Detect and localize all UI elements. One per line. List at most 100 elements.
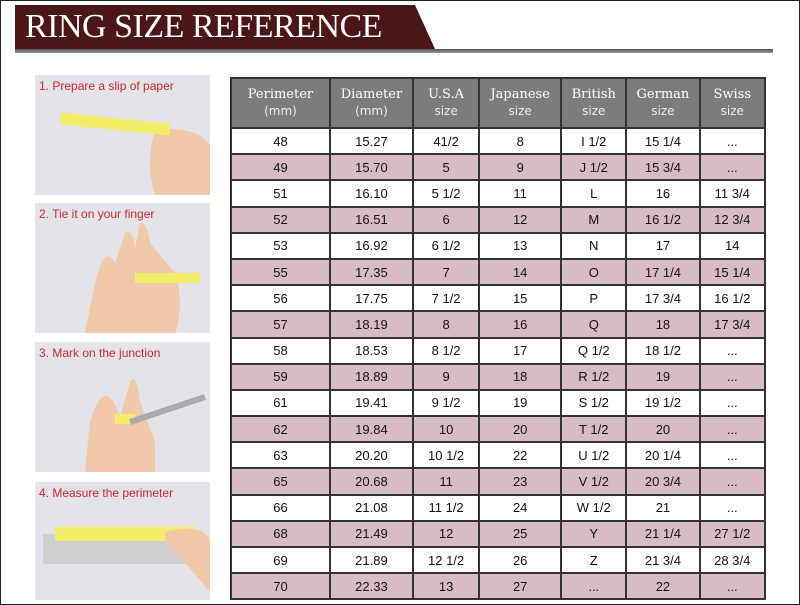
table-cell: R 1/2	[560, 362, 628, 391]
table-cell: ...	[698, 572, 767, 601]
column-header: Swiss size	[698, 77, 767, 129]
column-header: German size	[625, 77, 701, 129]
table-cell: 16.10	[328, 179, 414, 208]
table-cell: U 1/2	[560, 441, 628, 470]
table-row: 51 16.10 5 1/2 11 L 16 11 3/4	[230, 179, 767, 208]
table-cell: 23	[478, 467, 563, 496]
header-unit: size	[582, 104, 606, 118]
table-header: Perimeter (mm) Diameter (mm) U.S.A size Japane…	[230, 77, 767, 129]
table-cell: 18.19	[328, 310, 414, 339]
table-row: 70 22.33 13 27... 22...	[230, 572, 767, 601]
title-banner: RING SIZE REFERENCE	[15, 5, 435, 49]
table-cell: 22.33	[328, 572, 414, 601]
table-cell: 19.84	[328, 415, 414, 444]
table-cell: M	[560, 205, 628, 234]
table-cell: 19 1/2	[625, 388, 701, 418]
table-cell: 11	[478, 179, 563, 208]
header-unit: size	[651, 104, 675, 118]
table-cell: 61	[230, 388, 331, 418]
table-row: 48 15.27 41/2 8 I 1/2 15 1/4...	[230, 126, 767, 156]
header-title: British	[571, 87, 616, 102]
table-cell: 13	[411, 572, 481, 601]
table-cell: 21.49	[328, 519, 414, 549]
header-unit: (mm)	[264, 104, 297, 118]
header-title: Swiss	[713, 87, 752, 102]
table-row: 52 16.51 6 12 M 16 1/2 12 3/4	[230, 205, 767, 234]
table-cell: N	[560, 231, 628, 260]
table-cell: 49	[230, 153, 331, 182]
table-cell: V 1/2	[560, 467, 628, 496]
table-cell: ...	[560, 572, 628, 601]
finger-tie-image	[85, 222, 200, 333]
table-cell: 15 1/4	[698, 257, 767, 287]
measure-ruler-image	[43, 527, 210, 592]
table-cell: ...	[698, 493, 767, 522]
table-cell: 55	[230, 257, 331, 287]
table-cell: 11 3/4	[698, 179, 767, 208]
table-cell: 41/2	[411, 126, 481, 156]
table-cell: 18 1/2	[625, 336, 701, 365]
table-cell: 27 1/2	[698, 519, 767, 549]
table-cell: P	[560, 284, 628, 313]
table-cell: 9 1/2	[411, 388, 481, 418]
table-cell: 17	[478, 336, 563, 365]
table-cell: 65	[230, 467, 331, 496]
header-title: German	[636, 87, 690, 102]
table-row: 63 20.20 10 1/2 22 U 1/2 20 1/4...	[230, 441, 767, 470]
table-cell: 7 1/2	[411, 284, 481, 313]
table-cell: 51	[230, 179, 331, 208]
table-cell: ...	[698, 153, 767, 182]
step-2-panel: 2. Tie it on your finger	[35, 203, 210, 333]
table-cell: 21 1/4	[625, 519, 701, 549]
table-cell: Z	[560, 545, 628, 575]
table-cell: 58	[230, 336, 331, 365]
table-cell: 66	[230, 493, 331, 522]
header-title: Diameter	[340, 87, 403, 102]
table-cell: Q	[560, 310, 628, 339]
table-row: 56 17.75 7 1/2 15 P 17 3/4 16 1/2	[230, 284, 767, 313]
step-1-panel: 1. Prepare a slip of paper	[35, 75, 210, 195]
table-cell: 17.75	[328, 284, 414, 313]
table-cell: ...	[698, 467, 767, 496]
table-cell: 21.89	[328, 545, 414, 575]
table-cell: O	[560, 257, 628, 287]
table-cell: 8	[478, 126, 563, 156]
table-cell: ...	[698, 415, 767, 444]
table-cell: ...	[698, 388, 767, 418]
table-cell: 22	[625, 572, 701, 601]
table-cell: 16 1/2	[698, 284, 767, 313]
table-cell: 68	[230, 519, 331, 549]
table-row: 57 18.19 8 16 Q 18 17 3/4	[230, 310, 767, 339]
table-cell: 17 3/4	[698, 310, 767, 339]
column-header: Diameter (mm)	[328, 77, 414, 129]
table-cell: 12 3/4	[698, 205, 767, 234]
table-cell: 12	[411, 519, 481, 549]
mark-junction-image	[85, 379, 206, 472]
table-cell: 63	[230, 441, 331, 470]
table-cell: 53	[230, 231, 331, 260]
table-cell: I 1/2	[560, 126, 628, 156]
table-cell: 20 1/4	[625, 441, 701, 470]
table-row: 69 21.89 12 1/2 26 Z 21 3/4 28 3/4	[230, 545, 767, 575]
table-cell: J 1/2	[560, 153, 628, 182]
table-cell: 59	[230, 362, 331, 391]
table-cell: W 1/2	[560, 493, 628, 522]
table-cell: 20 3/4	[625, 467, 701, 496]
table-cell: 18.89	[328, 362, 414, 391]
table-cell: 17 1/4	[625, 257, 701, 287]
table-cell: 10 1/2	[411, 441, 481, 470]
table-cell: 21 3/4	[625, 545, 701, 575]
table-cell: 7	[411, 257, 481, 287]
table-cell: 19.41	[328, 388, 414, 418]
table-cell: 20	[625, 415, 701, 444]
table-cell: 11	[411, 467, 481, 496]
table-cell: 16	[625, 179, 701, 208]
table-cell: 5 1/2	[411, 179, 481, 208]
table-cell: 17 3/4	[625, 284, 701, 313]
table-row: 65 20.68 11 23 V 1/2 20 3/4...	[230, 467, 767, 496]
table-cell: 13	[478, 231, 563, 260]
table-row: 61 19.41 9 1/2 19 S 1/2 19 1/2...	[230, 388, 767, 418]
column-header: British size	[560, 77, 628, 129]
table-cell: 11 1/2	[411, 493, 481, 522]
table-cell: 69	[230, 545, 331, 575]
